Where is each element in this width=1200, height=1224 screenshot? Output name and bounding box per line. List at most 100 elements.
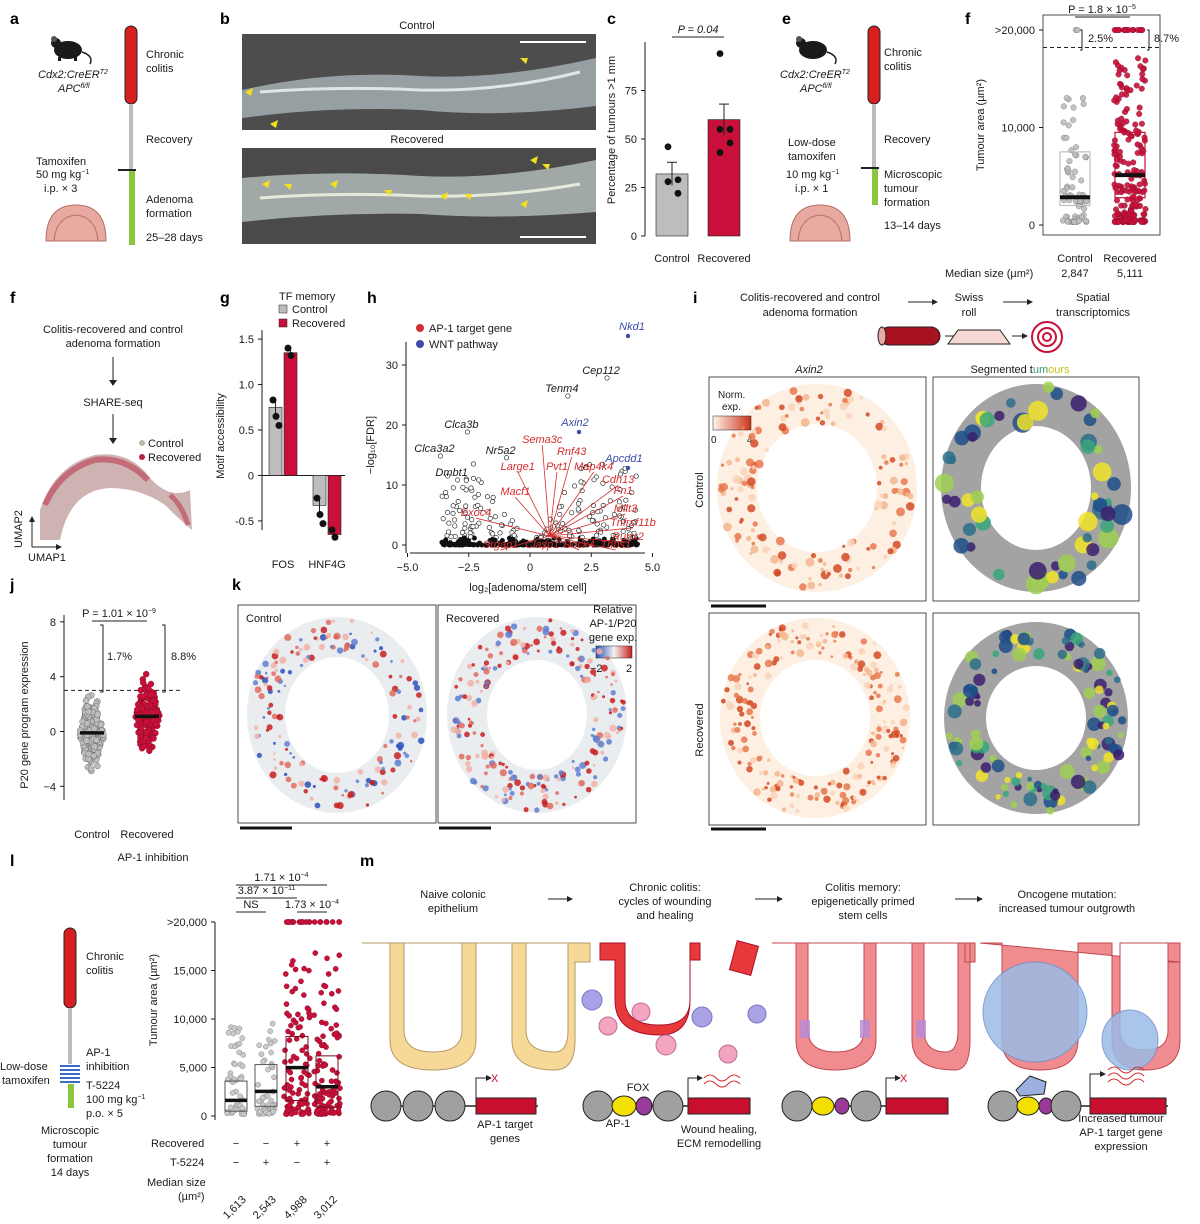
i-spot-seg-recovered — [1017, 632, 1031, 646]
h-point-wnt — [625, 465, 631, 471]
h-point — [443, 494, 449, 500]
h-point — [490, 531, 496, 537]
i-spot-axin2-recovered — [859, 788, 867, 796]
i-spot-axin2-control — [842, 544, 846, 548]
l-point — [315, 1107, 322, 1114]
d-bar-tumour — [872, 169, 878, 205]
e-point — [1072, 151, 1079, 158]
l-point — [299, 919, 306, 925]
l-point — [301, 965, 307, 972]
i-spot-seg-recovered — [1104, 688, 1113, 697]
h-label-wnt: Nkd1 — [619, 321, 645, 333]
h-label-ap1: Rnf43 — [557, 446, 587, 458]
i-spot-axin2-recovered — [865, 749, 873, 757]
i-spot-seg-recovered — [1095, 685, 1104, 694]
i-spot-seg-recovered — [1010, 633, 1021, 645]
e-point — [1063, 134, 1070, 141]
k-spot-recovered — [584, 760, 590, 766]
i-spot-seg-recovered — [970, 729, 981, 740]
k-spot-recovered — [545, 788, 549, 792]
k-spot-control — [256, 752, 262, 758]
i-spot-axin2-recovered — [855, 658, 859, 662]
h-point — [448, 534, 454, 540]
i-spot-axin2-recovered — [886, 728, 891, 734]
j-point — [97, 721, 105, 728]
i-spot-axin2-recovered — [827, 782, 832, 786]
i-spot-axin2-control — [750, 528, 755, 533]
i-spot-seg-recovered — [973, 673, 986, 686]
l-point — [316, 1038, 323, 1045]
m-gene2-l2: ECM remodelling — [677, 1138, 761, 1150]
k-spot-recovered — [505, 660, 510, 666]
i-spot-axin2-control — [818, 558, 823, 563]
k-spot-recovered — [456, 733, 462, 739]
k-spot-recovered — [579, 761, 587, 769]
i-spot-axin2-recovered — [900, 718, 908, 726]
d-tam-2: tamoxifen — [788, 151, 836, 163]
h-label-gene: Dmbt1 — [435, 467, 467, 479]
e-point — [1060, 188, 1067, 195]
k-spot-control — [342, 633, 349, 641]
i-spot-axin2-control — [718, 486, 725, 493]
i-spot-axin2-recovered — [747, 686, 754, 693]
i-spot-seg-recovered — [992, 650, 1000, 658]
c-y-tick-label: 0 — [631, 231, 637, 243]
a-mouse-line1: Cdx2:CreERT2 — [38, 69, 108, 81]
j-point — [150, 697, 157, 704]
k-spot-recovered — [477, 644, 483, 650]
k-spot-control — [280, 668, 286, 674]
l-point — [304, 1090, 311, 1097]
i-spot-axin2-recovered — [842, 796, 850, 804]
l-point — [288, 1022, 294, 1029]
k-spot-recovered — [488, 667, 491, 670]
h-point — [632, 507, 638, 513]
i-spot-axin2-control — [871, 565, 876, 570]
h-point — [464, 429, 470, 435]
i-spot-axin2-recovered — [890, 720, 896, 725]
l-stat-1-label: 1.71 × 10−4 — [254, 872, 308, 884]
i-spot-axin2-control — [775, 536, 785, 546]
i-spot-seg-recovered — [980, 762, 992, 773]
k-spot-control — [320, 775, 328, 783]
l-median-value: 4,988 — [282, 1194, 310, 1219]
i-spot-axin2-recovered — [872, 642, 876, 646]
k-spot-recovered — [495, 640, 502, 647]
j-x-label: Recovered — [120, 829, 173, 841]
i-spot-axin2-recovered — [825, 632, 829, 636]
i-spot-axin2-control — [800, 418, 810, 427]
j-point — [145, 685, 152, 693]
e-y-tick-label: 0 — [1029, 220, 1035, 232]
i-spot-seg-recovered — [989, 755, 997, 762]
i-spot-axin2-control — [739, 467, 748, 476]
k-spot-recovered — [462, 694, 468, 700]
l-point — [293, 1036, 300, 1042]
k-spot-recovered — [587, 658, 593, 664]
m-epithelium-naive — [362, 942, 591, 1071]
i-spot-axin2-control — [789, 387, 798, 395]
l-point — [322, 1062, 328, 1068]
k-spot-control — [254, 733, 260, 740]
i-spot-axin2-control — [770, 555, 779, 564]
i-scale-title-2: exp. — [722, 402, 741, 413]
i-spot-axin2-recovered — [839, 791, 847, 799]
l-point — [328, 1078, 335, 1085]
k-spot-control — [290, 782, 297, 789]
i-spot-axin2-recovered — [883, 745, 890, 752]
e-point — [1124, 72, 1131, 79]
k-spot-recovered — [456, 724, 460, 728]
h-ylabel: −log₁₀[FDR] — [365, 416, 377, 474]
k-spot-recovered — [498, 761, 503, 766]
i-spot-seg-recovered — [965, 696, 975, 706]
e-point — [1142, 57, 1149, 64]
k-spot-control — [258, 693, 265, 700]
k-label-control: Control — [246, 613, 281, 625]
i-spot-seg-control — [1057, 554, 1076, 573]
l-median-value: 2,543 — [251, 1194, 279, 1219]
h-point — [511, 532, 517, 538]
h-point — [485, 509, 491, 515]
i-spot-axin2-control — [807, 581, 816, 590]
f-legend-control: Control — [148, 438, 183, 450]
k-spot-recovered — [485, 764, 490, 769]
k-spot-control — [379, 769, 386, 776]
j-point — [142, 734, 150, 742]
